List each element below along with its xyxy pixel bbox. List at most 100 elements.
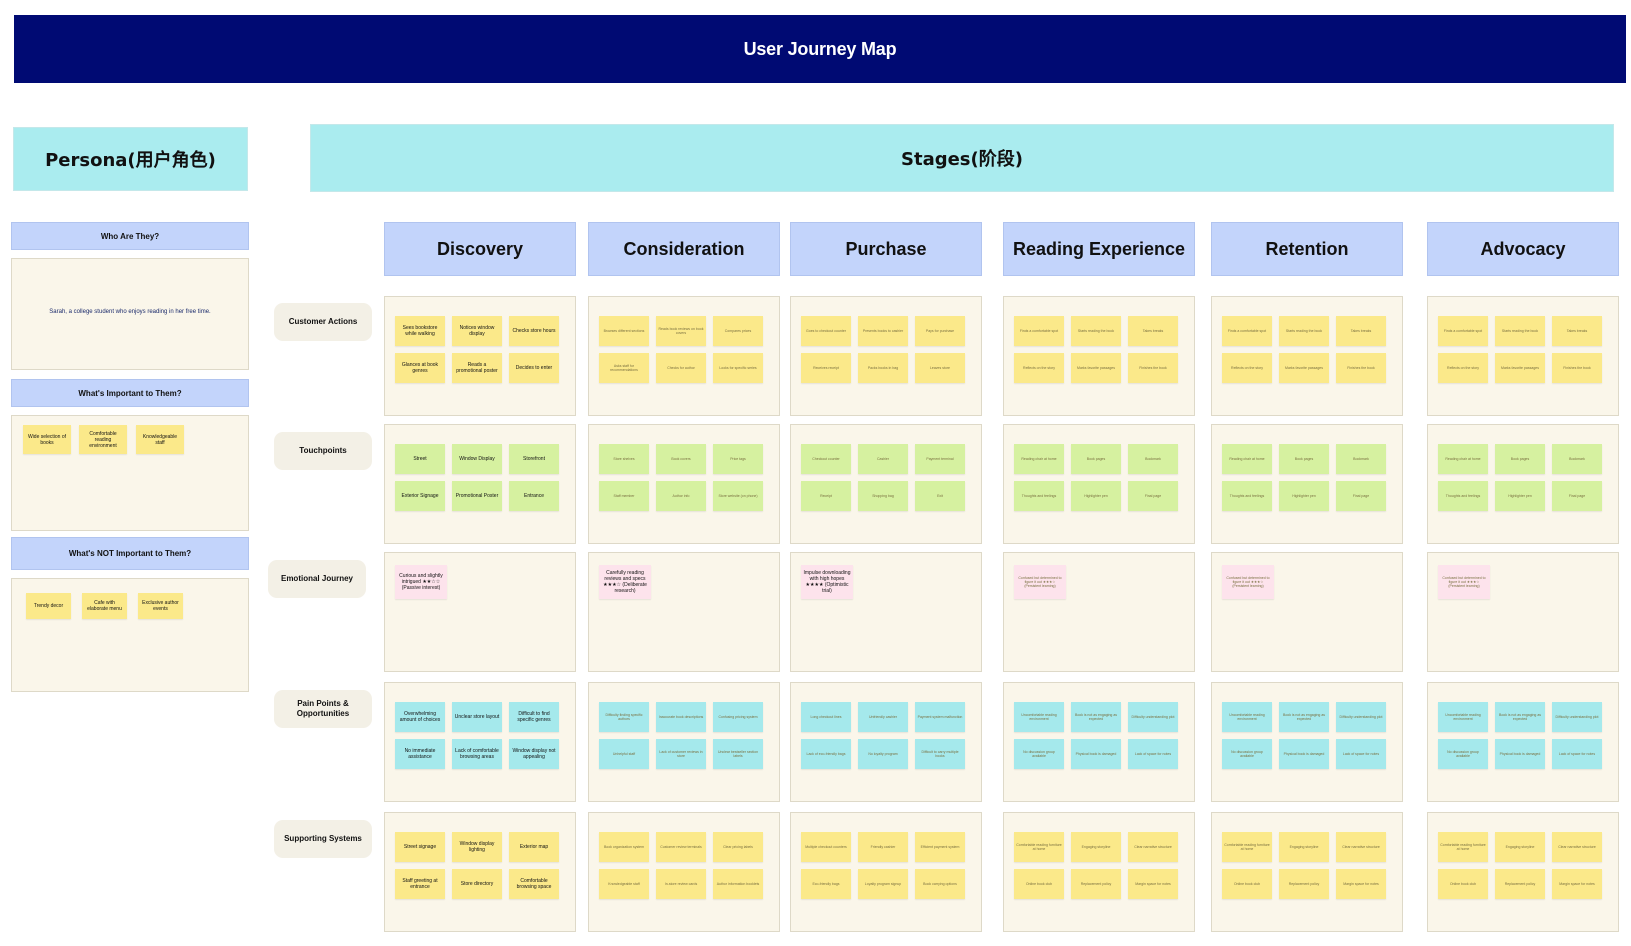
sticky-note: Book is not as engaging as expected <box>1495 702 1545 732</box>
row-label-touchpoints: Touchpoints <box>274 432 372 470</box>
sticky-note: Uncomfortable reading environment <box>1222 702 1272 732</box>
sticky-note: Unhelpful staff <box>599 739 649 769</box>
sticky-note: Customer review terminals <box>656 832 706 862</box>
sticky-note: Reading chair at home <box>1014 444 1064 474</box>
sticky-note: Payment system malfunction <box>915 702 965 732</box>
sticky-note: Lack of space for notes <box>1552 739 1602 769</box>
stage-header-purchase: Purchase <box>790 222 982 276</box>
cell-supporting-systems-reading-experience: Comfortable reading furniture at home Eng… <box>1003 812 1195 932</box>
cell-customer-actions-advocacy: Finds a comfortable spot Starts reading t… <box>1427 296 1619 416</box>
important-box: Wide selection of books Comfortable read… <box>11 415 249 531</box>
cell-customer-actions-reading-experience: Finds a comfortable spot Starts reading t… <box>1003 296 1195 416</box>
sticky-note: Author info <box>656 481 706 511</box>
sticky-note: Presents books to cashier <box>858 316 908 346</box>
cell-touchpoints-discovery: Street Window Display Storefront Exterior S… <box>384 424 576 544</box>
sticky-note: Highlighter pen <box>1071 481 1121 511</box>
sticky-note: Uncomfortable reading environment <box>1014 702 1064 732</box>
sticky-note: Book pages <box>1495 444 1545 474</box>
cell-pain-points-opportunities-purchase: Long checkout lines Unfriendly cashier Pay… <box>790 682 982 802</box>
sticky-note: Replacement policy <box>1071 869 1121 899</box>
cell-touchpoints-consideration: Store shelves Book covers Price tags Staff … <box>588 424 780 544</box>
sticky-note: Inaccurate book descriptions <box>656 702 706 732</box>
sticky-note: Marks favorite passages <box>1279 353 1329 383</box>
sticky-note: Staff greeting at entrance <box>395 869 445 899</box>
sticky-note: Online book club <box>1222 869 1272 899</box>
sticky-note: Knowledgeable staff <box>599 869 649 899</box>
sticky-note: Entrance <box>509 481 559 511</box>
sticky-note: Knowledgeable staff <box>136 425 184 454</box>
sticky-note: Window display not appealing <box>509 739 559 769</box>
sticky-note: Lack of comfortable browsing areas <box>452 739 502 769</box>
cell-supporting-systems-advocacy: Comfortable reading furniture at home Eng… <box>1427 812 1619 932</box>
sticky-note: Browses different sections <box>599 316 649 346</box>
sticky-note: Street <box>395 444 445 474</box>
sticky-note: Loyalty program signup <box>858 869 908 899</box>
sticky-note: Book organization system <box>599 832 649 862</box>
sticky-note: Physical book is damaged <box>1495 739 1545 769</box>
sticky-note: Physical book is damaged <box>1279 739 1329 769</box>
sticky-note: Difficulty understanding plot <box>1336 702 1386 732</box>
who-are-they-header: Who Are They? <box>11 222 249 250</box>
sticky-note: Margin space for notes <box>1336 869 1386 899</box>
cell-emotional-journey-retention: Confused but determined to figure it out… <box>1211 552 1403 672</box>
sticky-note: Looks for specific series <box>713 353 763 383</box>
sticky-note: Lack of space for notes <box>1336 739 1386 769</box>
sticky-note: Goes to checkout counter <box>801 316 851 346</box>
sticky-note: Final page <box>1336 481 1386 511</box>
sticky-note: Storefront <box>509 444 559 474</box>
cell-pain-points-opportunities-reading-experience: Uncomfortable reading environment Book is… <box>1003 682 1195 802</box>
sticky-note: Trendy decor <box>26 593 71 619</box>
persona-header: Persona(用户角色) <box>13 127 248 191</box>
sticky-note: Starts reading the book <box>1071 316 1121 346</box>
sticky-note: Multiple checkout counters <box>801 832 851 862</box>
not-important-header: What's NOT Important to Them? <box>11 537 249 570</box>
cell-supporting-systems-purchase: Multiple checkout counters Friendly cashi… <box>790 812 982 932</box>
sticky-note: Promotional Poster <box>452 481 502 511</box>
sticky-note: Glances at book genres <box>395 353 445 383</box>
sticky-note: Reading chair at home <box>1438 444 1488 474</box>
not-important-box: Trendy decor Cafe with elaborate menu Ex… <box>11 578 249 692</box>
sticky-note: Exterior Signage <box>395 481 445 511</box>
sticky-note: Decides to enter <box>509 353 559 383</box>
emotion-note: Impulse downloading with high hopes ★★★★… <box>801 565 853 599</box>
sticky-note: Comfortable reading furniture at home <box>1438 832 1488 862</box>
sticky-note: Unclear store layout <box>452 702 502 732</box>
cell-touchpoints-retention: Reading chair at home Book pages Bookmark T… <box>1211 424 1403 544</box>
sticky-note: Book covers <box>656 444 706 474</box>
sticky-note: Thoughts and feelings <box>1222 481 1272 511</box>
sticky-note: Finishes the book <box>1128 353 1178 383</box>
sticky-note: Engaging storyline <box>1071 832 1121 862</box>
sticky-note: Margin space for notes <box>1552 869 1602 899</box>
sticky-note: Packs books in bag <box>858 353 908 383</box>
sticky-note: Comfortable reading furniture at home <box>1222 832 1272 862</box>
stages-header: Stages(阶段) <box>310 124 1614 192</box>
sticky-note: Marks favorite passages <box>1071 353 1121 383</box>
sticky-note: Lack of eco-friendly bags <box>801 739 851 769</box>
sticky-note: Online book club <box>1438 869 1488 899</box>
cell-touchpoints-reading-experience: Reading chair at home Book pages Bookmark T… <box>1003 424 1195 544</box>
cell-customer-actions-retention: Finds a comfortable spot Starts reading t… <box>1211 296 1403 416</box>
sticky-note: Reflects on the story <box>1438 353 1488 383</box>
sticky-note: Highlighter pen <box>1279 481 1329 511</box>
sticky-note: Takes breaks <box>1336 316 1386 346</box>
cell-pain-points-opportunities-discovery: Overwhelming amount of choices Unclear st… <box>384 682 576 802</box>
sticky-note: Comfortable browsing space <box>509 869 559 899</box>
sticky-note: Checkout counter <box>801 444 851 474</box>
sticky-note: Difficult to find specific genres <box>509 702 559 732</box>
sticky-note: Store website (on phone) <box>713 481 763 511</box>
sticky-note: Replacement policy <box>1279 869 1329 899</box>
sticky-note: Difficult to carry multiple books <box>915 739 965 769</box>
sticky-note: Asks staff for recommendations <box>599 353 649 383</box>
sticky-note: Reading chair at home <box>1222 444 1272 474</box>
stage-header-discovery: Discovery <box>384 222 576 276</box>
sticky-note: Starts reading the book <box>1279 316 1329 346</box>
sticky-note: Physical book is damaged <box>1071 739 1121 769</box>
cell-emotional-journey-discovery: Curious and slightly intrigued ★★☆☆ (Pas… <box>384 552 576 672</box>
sticky-note: Cashier <box>858 444 908 474</box>
stage-header-advocacy: Advocacy <box>1427 222 1619 276</box>
cell-customer-actions-consideration: Browses different sections Reads book rev… <box>588 296 780 416</box>
sticky-note: Online book club <box>1014 869 1064 899</box>
cell-pain-points-opportunities-advocacy: Uncomfortable reading environment Book is… <box>1427 682 1619 802</box>
sticky-note: Difficulty understanding plot <box>1128 702 1178 732</box>
sticky-note: Finishes the book <box>1336 353 1386 383</box>
